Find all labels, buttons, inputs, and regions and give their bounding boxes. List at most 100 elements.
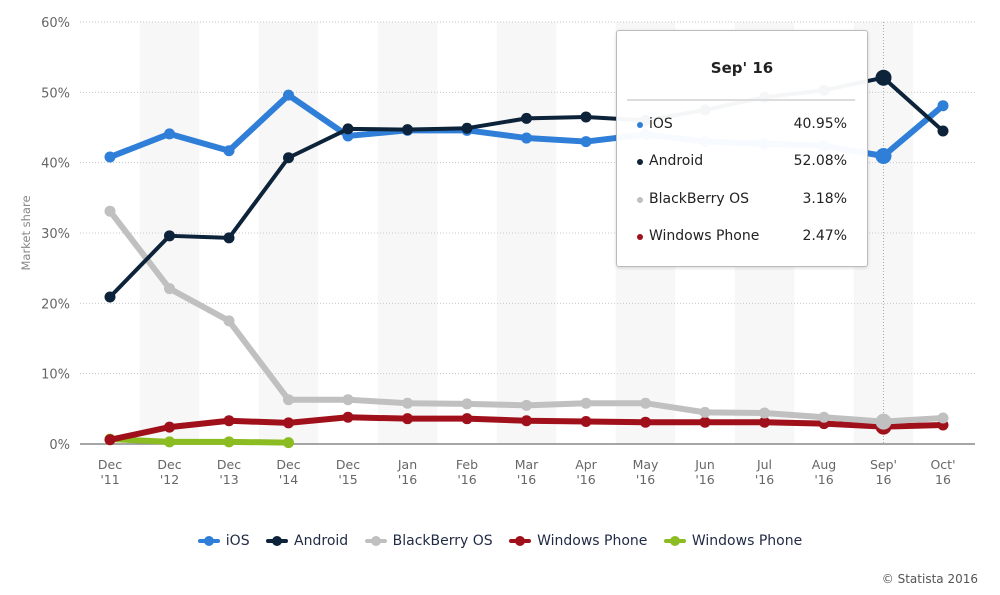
legend-item-ios[interactable]: iOS <box>197 533 250 549</box>
x-tick-label: Feb <box>456 457 478 472</box>
data-point <box>461 398 473 410</box>
legend-item-windows-phone-red[interactable]: Windows Phone <box>509 533 647 549</box>
y-tick-label: 50% <box>41 86 70 101</box>
x-tick-label: '16 <box>398 472 417 487</box>
y-tick-label: 40% <box>41 157 70 172</box>
legend-label: BlackBerry OS <box>392 533 493 549</box>
data-point <box>104 205 116 217</box>
legend-label: Windows Phone <box>537 533 648 549</box>
data-point <box>283 417 294 429</box>
data-point <box>283 394 294 406</box>
x-tick-label: '16 <box>695 472 714 487</box>
y-axis-ticks: 0% 10% 20% 30% 40% 50% 60% <box>41 16 70 453</box>
data-point <box>875 69 892 86</box>
data-point <box>699 406 711 418</box>
x-tick-label: Dec <box>217 457 241 472</box>
x-tick-label: 16 <box>876 472 892 487</box>
data-point <box>402 397 413 409</box>
x-tick-label: Jan <box>397 457 417 472</box>
data-point <box>699 416 711 428</box>
data-point <box>223 315 235 327</box>
data-point <box>580 136 592 148</box>
tooltip-row-blackberry: BlackBerry OS 3.18% <box>637 191 847 211</box>
data-point <box>521 399 532 411</box>
data-point <box>818 411 830 423</box>
x-tick-label: '12 <box>160 472 179 487</box>
legend-item-android[interactable]: Android <box>266 533 348 549</box>
series-blackberry-os <box>104 205 949 430</box>
x-tick-label: Dec <box>276 457 300 472</box>
tooltip-series-value: 40.95% <box>793 116 847 132</box>
data-point <box>223 436 235 448</box>
y-tick-label: 30% <box>41 227 70 242</box>
y-tick-label: 20% <box>41 297 70 312</box>
data-point <box>461 122 473 134</box>
windows-phone-legend-marker-icon <box>663 536 686 546</box>
legend-item-windows-phone-green[interactable]: Windows Phone <box>663 533 803 549</box>
data-point <box>580 397 592 409</box>
data-point <box>342 123 354 135</box>
credit-link[interactable]: © Statista 2016 <box>881 572 978 586</box>
x-axis-ticks: Dec'11Dec'12Dec'13Dec'14Dec'15Jan'16Feb'… <box>98 457 956 487</box>
x-tick-label: Oct' <box>930 457 955 472</box>
legend: iOS Android BlackBerry OS Windows Phone … <box>0 533 1000 550</box>
tooltip-series-name: Windows Phone <box>649 228 760 244</box>
data-point <box>164 436 175 448</box>
x-tick-label: Aug <box>812 457 836 472</box>
x-tick-label: Jun <box>694 457 715 472</box>
android-dot-icon <box>637 159 643 165</box>
data-point <box>104 291 116 303</box>
x-tick-label: Mar <box>515 457 539 472</box>
x-tick-label: Dec <box>98 457 122 472</box>
x-tick-label: '14 <box>279 472 298 487</box>
grid-lines <box>80 21 975 375</box>
legend-item-blackberry[interactable]: BlackBerry OS <box>364 533 493 549</box>
x-tick-label: Jul <box>756 457 772 472</box>
data-point <box>521 132 532 144</box>
x-tick-label: '16 <box>517 472 536 487</box>
tooltip-row-android: Android 52.08% <box>637 153 847 173</box>
data-point <box>875 147 892 164</box>
tooltip-row-ios: iOS 40.95% <box>637 116 847 136</box>
data-point <box>283 89 294 101</box>
data-point <box>223 145 235 157</box>
data-point <box>164 421 175 433</box>
y-tick-label: 60% <box>41 16 70 31</box>
data-point <box>937 125 949 137</box>
tooltip: Sep' 16 iOS 40.95% Android 52.08% BlackB… <box>616 30 868 267</box>
data-point <box>223 232 235 244</box>
y-tick-label: 10% <box>41 368 70 383</box>
tooltip-title: Sep' 16 <box>710 59 774 77</box>
x-tick-label: '16 <box>576 472 595 487</box>
data-point <box>104 151 116 163</box>
tooltip-row-windows-phone: Windows Phone 2.47% <box>637 228 847 248</box>
legend-label: Windows Phone <box>691 533 803 549</box>
data-point <box>580 111 592 123</box>
tooltip-divider <box>627 99 855 101</box>
data-point <box>104 434 116 446</box>
data-point <box>580 415 592 427</box>
x-tick-label: Dec <box>157 457 181 472</box>
x-tick-label: '13 <box>219 472 238 487</box>
data-point <box>402 413 413 425</box>
data-point <box>164 283 175 295</box>
blackberry-dot-icon <box>637 197 643 203</box>
x-tick-label: '16 <box>814 472 833 487</box>
y-axis-label: Market share <box>19 195 33 270</box>
data-point <box>342 411 354 423</box>
x-tick-label: '11 <box>100 472 119 487</box>
data-point <box>283 437 294 449</box>
x-tick-label: Sep' <box>870 457 897 472</box>
ios-dot-icon <box>637 122 643 128</box>
data-point <box>402 124 413 136</box>
x-tick-label: '16 <box>755 472 774 487</box>
data-point <box>521 415 532 427</box>
windows-phone-dot-icon <box>637 234 643 240</box>
x-tick-label: '16 <box>457 472 476 487</box>
category-band <box>496 22 557 444</box>
data-point <box>875 413 892 430</box>
data-point <box>283 152 294 164</box>
data-point <box>759 407 770 419</box>
x-tick-label: '16 <box>636 472 655 487</box>
data-point <box>461 413 473 425</box>
